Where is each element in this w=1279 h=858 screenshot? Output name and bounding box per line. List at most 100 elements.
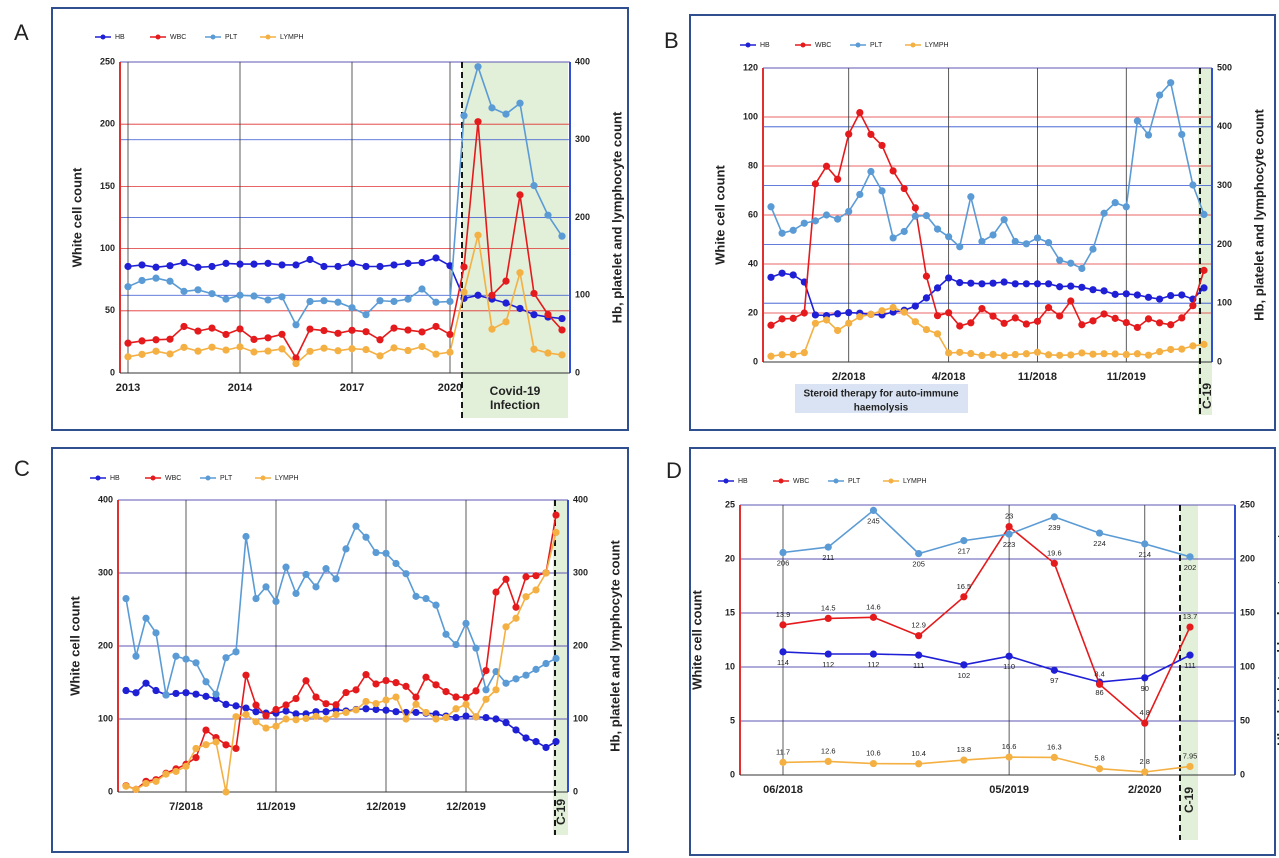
data-point bbox=[122, 594, 130, 603]
data-point bbox=[282, 701, 290, 709]
data-point bbox=[138, 276, 146, 285]
data-point bbox=[1095, 765, 1104, 773]
data-point bbox=[392, 679, 400, 687]
data-point bbox=[1033, 317, 1042, 325]
data-point bbox=[282, 707, 290, 715]
panel-letter: C bbox=[14, 456, 30, 481]
x-tick-label: 2/2018 bbox=[832, 371, 866, 383]
data-point bbox=[1033, 348, 1042, 356]
y2-tick-label: 0 bbox=[575, 367, 580, 377]
x-tick-label: 2020 bbox=[438, 382, 462, 394]
data-point bbox=[194, 327, 202, 335]
y-tick-label: 20 bbox=[748, 307, 758, 317]
data-point bbox=[182, 689, 190, 697]
data-point bbox=[292, 716, 300, 724]
data-point bbox=[856, 313, 864, 321]
y2-tick-label: 300 bbox=[1217, 180, 1232, 190]
data-point bbox=[1122, 318, 1130, 327]
data-point bbox=[474, 118, 482, 126]
data-point bbox=[1044, 351, 1053, 359]
data-label: 23 bbox=[1005, 512, 1013, 521]
panel-letter: B bbox=[664, 28, 679, 53]
data-label: 245 bbox=[867, 516, 880, 525]
data-point bbox=[418, 342, 426, 351]
y-tick-label: 25 bbox=[725, 499, 735, 509]
data-point bbox=[122, 686, 130, 695]
data-point bbox=[332, 701, 340, 709]
data-point bbox=[1141, 768, 1149, 776]
data-point bbox=[312, 693, 320, 701]
data-point bbox=[778, 269, 786, 277]
data-point bbox=[162, 691, 170, 699]
data-point bbox=[402, 682, 410, 690]
data-point bbox=[1056, 312, 1064, 320]
data-point bbox=[180, 287, 188, 295]
data-point bbox=[779, 758, 787, 766]
data-point bbox=[152, 686, 160, 695]
data-point bbox=[922, 294, 931, 302]
y2-tick-label: 200 bbox=[1217, 239, 1232, 249]
data-point bbox=[222, 259, 230, 267]
data-label: 97 bbox=[1050, 676, 1058, 685]
data-point bbox=[1155, 319, 1164, 327]
panel-frame bbox=[51, 7, 629, 431]
data-point bbox=[1189, 181, 1197, 189]
data-point bbox=[352, 522, 360, 530]
data-point bbox=[322, 715, 330, 723]
data-point bbox=[320, 326, 328, 335]
data-point bbox=[292, 261, 300, 269]
data-label: 217 bbox=[958, 547, 971, 556]
highlight-region bbox=[462, 62, 568, 418]
data-point bbox=[512, 726, 520, 734]
data-label: 112 bbox=[822, 660, 834, 669]
data-point bbox=[922, 272, 931, 280]
data-point bbox=[1133, 350, 1141, 358]
data-point bbox=[522, 734, 530, 742]
legend-marker bbox=[155, 34, 161, 40]
data-point bbox=[878, 307, 886, 315]
data-point bbox=[352, 706, 360, 714]
data-point bbox=[878, 187, 886, 195]
data-point bbox=[222, 700, 230, 709]
data-point bbox=[460, 288, 468, 296]
data-point bbox=[956, 348, 964, 356]
data-point bbox=[488, 291, 496, 299]
data-point bbox=[212, 690, 220, 698]
data-point bbox=[1067, 259, 1075, 267]
data-point bbox=[1011, 350, 1019, 359]
data-point bbox=[488, 104, 496, 112]
data-label: 19.6 bbox=[1047, 548, 1062, 557]
data-point bbox=[522, 573, 530, 581]
data-point bbox=[922, 211, 931, 220]
data-point bbox=[152, 336, 160, 344]
y-tick-label: 150 bbox=[100, 181, 115, 191]
data-point bbox=[432, 681, 440, 689]
data-point bbox=[402, 715, 410, 723]
data-point bbox=[1022, 350, 1030, 358]
data-point bbox=[502, 318, 510, 326]
data-label: 10.4 bbox=[911, 749, 926, 758]
data-point bbox=[502, 575, 510, 583]
y-tick-label: 15 bbox=[725, 607, 735, 617]
data-point bbox=[372, 680, 380, 688]
data-point bbox=[911, 204, 919, 212]
data-point bbox=[152, 274, 160, 282]
data-point bbox=[412, 708, 420, 717]
data-point bbox=[822, 316, 831, 324]
data-point bbox=[194, 263, 202, 271]
data-point bbox=[915, 651, 923, 659]
data-point bbox=[232, 713, 240, 721]
data-point bbox=[1178, 291, 1186, 299]
series-line bbox=[125, 682, 557, 749]
annotation: C-19 bbox=[554, 799, 568, 825]
data-label: 114 bbox=[777, 658, 789, 667]
data-point bbox=[1044, 280, 1053, 288]
data-point bbox=[192, 690, 200, 698]
data-point bbox=[152, 263, 160, 271]
data-point bbox=[132, 689, 140, 697]
data-point bbox=[482, 686, 490, 694]
data-point bbox=[867, 310, 875, 318]
data-label: 224 bbox=[1093, 539, 1106, 548]
data-point bbox=[418, 328, 426, 336]
data-point bbox=[1000, 216, 1008, 224]
